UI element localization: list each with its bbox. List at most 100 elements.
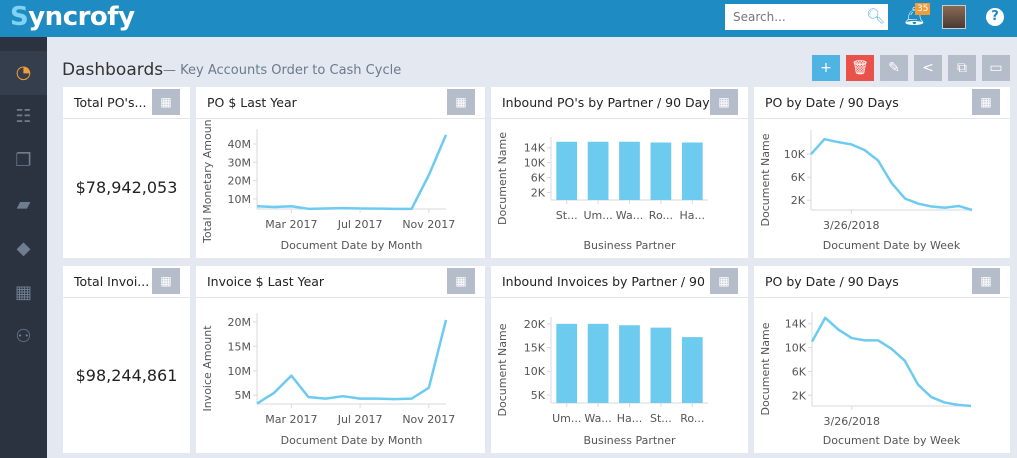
x-axis-label: Business Partner (584, 434, 676, 447)
widget-inbound-invoices: Inbound Invoices by Partner / 90 ... ▦ 5K… (491, 266, 748, 453)
x-tick-label: 3/26/2018 (823, 219, 879, 232)
x-tick-label: Ha... (617, 412, 643, 425)
calendar-icon[interactable]: ▦ (972, 89, 1000, 115)
search-icon[interactable]: 🔍︎ (866, 7, 886, 25)
bar (681, 337, 703, 403)
y-tick-label: 20M (228, 175, 252, 188)
y-tick-label: 6K (791, 171, 806, 184)
dashboard-icon[interactable]: ◔ (0, 51, 47, 95)
kpi-value: $78,942,053 (75, 178, 178, 197)
widget-invoice-last-year: Invoice $ Last Year ▦ 5M 10M 15M 20M Mar 2017… (196, 266, 485, 453)
list-icon[interactable]: ☷ (15, 106, 32, 127)
widget-po-by-date-2: PO by Date / 90 Days ▦ 2K 6K 10K 14K 3/26/201… (754, 266, 1010, 453)
y-tick-label: 30M (228, 156, 252, 169)
y-tick-label: 10M (228, 365, 252, 378)
x-tick-label: Um... (583, 209, 612, 222)
bar (619, 325, 640, 403)
widget-title: Total Invoi... (74, 274, 150, 289)
x-tick-label: Jul 2017 (337, 413, 383, 426)
y-tick-label: 14K (785, 318, 807, 331)
widget-total-pos: Total PO's... ▦ $78,942,053 (63, 87, 190, 258)
kpi-value: $98,244,861 (75, 366, 178, 385)
syncrofy-logo[interactable]: Syncrofy (10, 2, 135, 32)
x-axis-label: Document Date by Week (823, 434, 961, 447)
bar (587, 323, 609, 403)
x-axis-label: Business Partner (584, 239, 676, 252)
y-tick-label: 15M (228, 340, 252, 353)
series-line (810, 137, 973, 212)
series-line (810, 316, 972, 408)
y-tick-label: 6K (531, 172, 546, 185)
y-axis-label: Document Name (496, 132, 509, 225)
logo-text: yncrofy (28, 2, 135, 32)
alert-icon[interactable]: ◆ (16, 238, 31, 259)
bar (681, 142, 703, 200)
copy-button[interactable]: ⧉ (948, 55, 976, 81)
y-tick-label: 5K (531, 389, 546, 402)
y-axis-label: Invoice Amount (201, 325, 214, 412)
y-tick-label: 2K (792, 389, 807, 402)
bar (556, 141, 578, 200)
y-tick-label: 2K (791, 194, 806, 207)
x-tick-label: St... (650, 412, 672, 425)
calendar-icon[interactable]: ▦ (447, 268, 475, 294)
x-tick-label: Ha... (680, 209, 706, 222)
y-tick-label: 40M (228, 138, 252, 151)
calendar-icon[interactable]: ▦ (972, 268, 1000, 294)
x-axis-label: Document Date by Week (823, 239, 961, 252)
widget-title: PO by Date / 90 Days (765, 95, 899, 110)
x-tick-label: Nov 2017 (402, 413, 455, 426)
add-button[interactable]: + (812, 55, 840, 81)
notification-badge: 35 (915, 3, 931, 15)
y-tick-label: 14K (524, 142, 546, 155)
series-line (256, 134, 448, 211)
widget-title: PO by Date / 90 Days (765, 274, 899, 289)
y-tick-label: 10M (228, 193, 252, 206)
embed-button[interactable]: ▭ (982, 55, 1010, 81)
x-tick-label: Ro... (649, 209, 673, 222)
reports-icon[interactable]: ▦ (14, 282, 32, 303)
users-icon[interactable]: ⚇ (15, 326, 32, 347)
x-tick-label: Mar 2017 (265, 413, 317, 426)
calendar-icon[interactable]: ▦ (710, 89, 738, 115)
line-chart: 2K 6K 10K 14K 3/26/2018 Document Date by Week… (759, 312, 972, 447)
x-tick-label: St... (556, 209, 578, 222)
documents-icon[interactable]: ❐ (15, 150, 32, 171)
delete-button[interactable]: 🗑 (846, 55, 874, 81)
calendar-icon[interactable]: ▦ (447, 89, 475, 115)
bar (556, 323, 578, 403)
y-tick-label: 10K (785, 342, 807, 355)
calendar-icon[interactable]: ▦ (152, 89, 180, 115)
top-bar: Syncrofy 🔍︎ 🔔︎ 35 ? (0, 0, 1017, 37)
folder-icon[interactable]: ▰ (16, 194, 31, 215)
x-axis-label: Document Date by Month (281, 434, 423, 447)
widget-title: Inbound Invoices by Partner / 90 ... (502, 274, 721, 289)
x-tick-label: Mar 2017 (265, 218, 317, 231)
y-axis-label: Document Name (759, 133, 772, 226)
widget-po-by-date: PO by Date / 90 Days ▦ 2K 6K 10K 3/26/2018 Do… (754, 87, 1010, 258)
calendar-icon[interactable]: ▦ (152, 268, 180, 294)
calendar-icon[interactable]: ▦ (710, 268, 738, 294)
x-tick-label: Um... (552, 412, 581, 425)
y-tick-label: 10K (784, 148, 806, 161)
widget-title: Inbound PO's by Partner / 90 Days (502, 95, 717, 110)
y-tick-label: 15K (524, 342, 546, 355)
avatar[interactable] (942, 5, 966, 29)
bar-chart: 2K 6K 10K 14K St... Um... Wa... Ro... Ha... Busin… (496, 132, 708, 252)
x-tick-label: Wa... (616, 209, 643, 222)
x-axis-label: Document Date by Month (281, 239, 423, 252)
help-icon[interactable]: ? (986, 8, 1004, 26)
widget-po-last-year: PO $ Last Year ▦ 10M 20M 30M 40M Mar 2017 Jul … (196, 87, 485, 258)
x-tick-label: Ro... (680, 412, 704, 425)
search-input[interactable] (725, 4, 888, 30)
y-tick-label: 10K (524, 365, 546, 378)
bar (650, 142, 672, 200)
line-chart: 2K 6K 10K 3/26/2018 Document Date by Week Doc… (759, 130, 973, 252)
edit-button[interactable]: ✎ (880, 55, 908, 81)
widget-title: Invoice $ Last Year (207, 274, 325, 289)
bar-chart: 5K 10K 15K 20K Um... Wa... Ha... St... Ro... Busi… (496, 317, 708, 447)
share-button[interactable]: < (914, 55, 942, 81)
y-tick-label: 20K (524, 318, 546, 331)
bar (650, 327, 672, 403)
bar (619, 141, 640, 200)
